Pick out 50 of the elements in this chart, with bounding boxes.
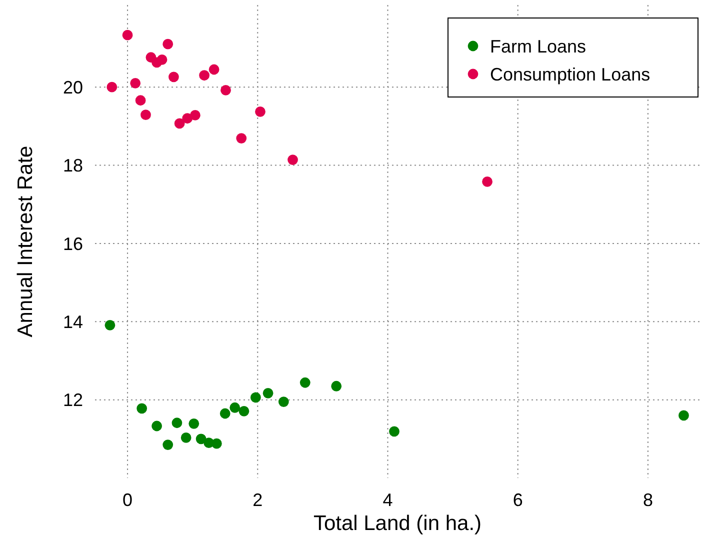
x-axis-title: Total Land (in ha.) [313, 512, 482, 535]
point [288, 154, 298, 165]
point [104, 320, 116, 330]
point [278, 396, 289, 407]
point [106, 82, 118, 92]
point [196, 434, 206, 444]
y-tick-label: 16 [62, 234, 83, 254]
point [152, 420, 162, 432]
point [199, 70, 210, 81]
x-tick-label: 8 [642, 490, 653, 510]
point [140, 110, 151, 120]
point [162, 440, 174, 450]
point [136, 403, 148, 414]
point [172, 418, 182, 428]
point [122, 30, 133, 40]
legend-label: Consumption Loans [490, 64, 650, 84]
point [482, 176, 492, 187]
point [236, 133, 247, 144]
y-tick-label: 20 [62, 77, 83, 98]
point [180, 432, 192, 443]
point [678, 410, 689, 421]
point [162, 38, 174, 50]
point [135, 95, 146, 106]
point [188, 418, 200, 429]
point [156, 54, 168, 65]
y-tick-label: 18 [62, 156, 83, 176]
point [168, 72, 179, 82]
y-tick-label: 14 [62, 312, 83, 332]
point [300, 377, 310, 388]
legend-label: Farm Loans [490, 36, 586, 56]
y-axis-title: Annual Interest Rate [14, 146, 37, 338]
point [220, 408, 230, 419]
point [250, 392, 261, 403]
point [262, 388, 274, 398]
point [331, 380, 342, 392]
point [211, 438, 222, 449]
point [208, 64, 220, 75]
point [130, 78, 141, 88]
x-tick-label: 4 [382, 490, 393, 510]
x-tick-label: 0 [122, 490, 133, 510]
x-tick-label: 2 [252, 490, 263, 510]
point [174, 118, 185, 129]
point [255, 106, 266, 117]
point [230, 402, 240, 413]
point [220, 85, 231, 96]
point [238, 406, 250, 416]
x-tick-label: 6 [512, 490, 523, 510]
point [190, 110, 200, 120]
y-tick-label: 12 [62, 390, 83, 410]
point [389, 426, 400, 437]
